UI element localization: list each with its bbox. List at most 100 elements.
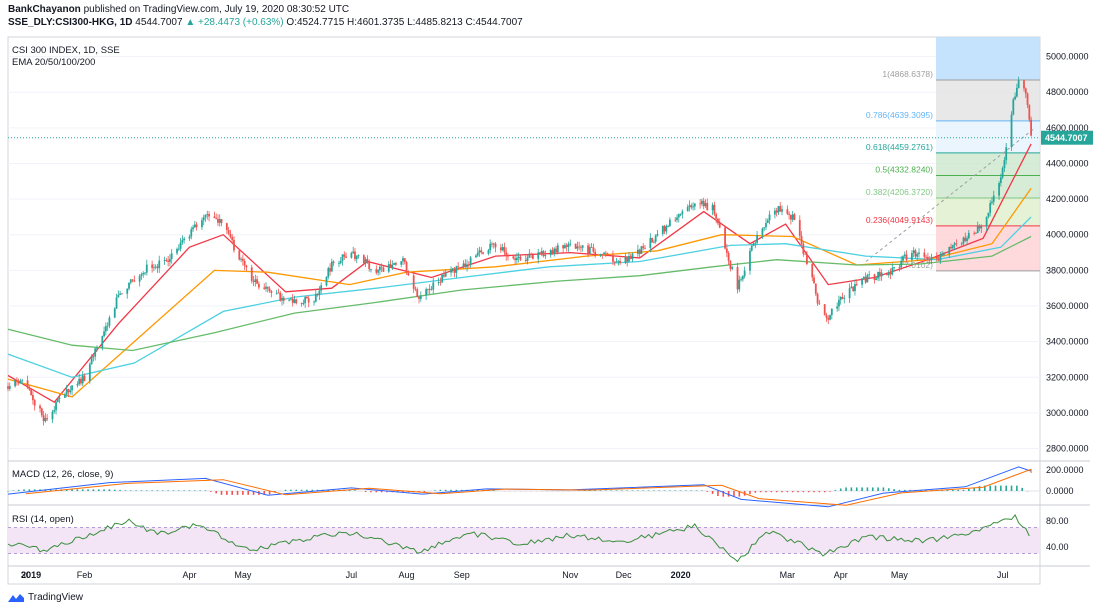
candle — [469, 257, 472, 265]
candle — [106, 325, 109, 327]
candle — [275, 292, 278, 294]
candle — [51, 411, 54, 420]
candle — [674, 219, 677, 221]
candle — [923, 252, 926, 257]
candle — [115, 297, 118, 309]
macd-histogram-bar — [765, 491, 767, 493]
author[interactable]: BankChayanon — [8, 4, 81, 15]
ema-legend[interactable]: EMA 20/50/100/200 — [12, 57, 96, 68]
candle — [1003, 160, 1006, 168]
footer-brand[interactable]: TradingView — [28, 592, 84, 603]
candle — [245, 265, 248, 268]
candle — [617, 260, 620, 262]
macd-histogram-bar — [674, 490, 677, 491]
ema-line — [7, 216, 1032, 378]
macd-histogram-bar — [952, 489, 954, 491]
macd-histogram-bar — [97, 489, 100, 491]
macd-histogram-bar — [653, 490, 655, 491]
macd-histogram-bar — [1000, 485, 1002, 491]
candle — [651, 237, 654, 243]
macd-histogram-bar — [813, 491, 815, 493]
candle — [877, 271, 879, 279]
candle — [677, 214, 680, 218]
candle — [65, 389, 68, 395]
candle — [980, 226, 983, 229]
candle — [706, 203, 709, 211]
candle — [480, 250, 483, 253]
candle — [519, 256, 522, 260]
candle — [170, 253, 173, 259]
macd-histogram-bar — [1005, 485, 1007, 491]
macd-histogram-bar — [685, 490, 687, 491]
candle — [325, 277, 328, 286]
candle — [55, 401, 57, 411]
fib-zone — [936, 175, 1040, 198]
macd-histogram-bar — [802, 491, 805, 493]
macd-histogram-bar — [631, 490, 634, 491]
macd-histogram-bar — [968, 488, 970, 491]
candle — [380, 266, 383, 268]
candle — [939, 255, 942, 261]
candle — [202, 217, 205, 221]
candle — [355, 255, 358, 260]
macd-histogram-bar — [455, 489, 458, 491]
macd-histogram-bar — [711, 491, 714, 494]
rsi-legend[interactable]: RSI (14, open) — [12, 514, 74, 525]
candle — [676, 217, 678, 220]
candle — [145, 264, 148, 273]
candle — [8, 386, 11, 389]
candle — [918, 252, 920, 254]
last-price-tag — [1041, 130, 1093, 145]
rsi-tick-label: 80.00 — [1046, 516, 1069, 526]
candle — [389, 264, 392, 268]
candle — [580, 247, 582, 249]
macd-histogram-bar — [476, 489, 479, 491]
candle — [167, 260, 170, 262]
macd-histogram-bar — [679, 490, 682, 491]
macd-histogram-bar — [92, 489, 95, 491]
macd-histogram-bar — [978, 486, 981, 491]
candle — [40, 408, 43, 416]
macd-histogram-bar — [663, 490, 666, 491]
macd-histogram-bar — [386, 491, 388, 493]
candle — [67, 389, 70, 393]
candle — [220, 219, 223, 224]
candle — [394, 263, 397, 265]
price-tick-label: 3400.0000 — [1046, 337, 1089, 347]
candle — [606, 253, 609, 256]
macd-histogram-bar — [727, 491, 730, 497]
candle — [478, 250, 481, 253]
candle — [761, 228, 764, 236]
candle — [612, 255, 614, 262]
macd-histogram-bar — [364, 491, 367, 492]
candle — [975, 232, 977, 234]
x-tick-label: 2019 — [21, 570, 41, 580]
candle — [823, 304, 826, 316]
candle — [667, 226, 670, 227]
candle — [254, 279, 257, 283]
macd-histogram-bar — [850, 487, 853, 491]
candle — [201, 220, 203, 228]
macd-legend[interactable]: MACD (12, 26, close, 9) — [12, 469, 114, 480]
rsi-band — [8, 527, 1040, 554]
macd-histogram-bar — [306, 489, 308, 491]
candle — [339, 260, 342, 264]
macd-histogram-bar — [695, 490, 698, 491]
fib-level-label: 0.5(4332.8240) — [875, 164, 933, 174]
candle — [951, 245, 954, 249]
macd-histogram-bar — [215, 491, 217, 494]
candle — [941, 254, 944, 256]
macd-histogram-bar — [706, 491, 709, 492]
candle — [94, 348, 97, 357]
candle — [176, 248, 178, 254]
macd-histogram-bar — [797, 491, 799, 493]
macd-histogram-bar — [733, 491, 735, 497]
candle — [736, 267, 739, 290]
candle — [377, 270, 379, 273]
macd-histogram-bar — [460, 489, 463, 491]
candle — [567, 243, 570, 247]
macd-histogram-bar — [145, 490, 148, 491]
candle — [81, 375, 84, 384]
macd-histogram-bar — [637, 490, 639, 491]
